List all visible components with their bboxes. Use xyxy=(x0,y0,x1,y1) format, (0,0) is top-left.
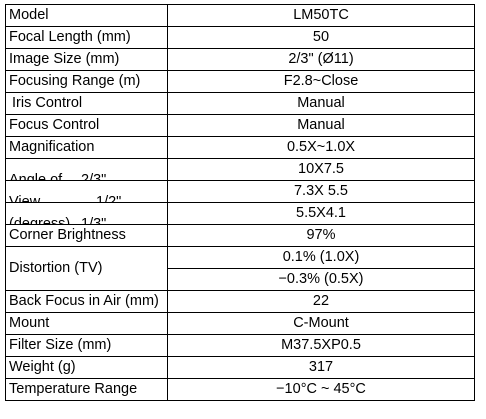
table-row-angle-of-view-2: View 1/2" 7.3X 5.5 xyxy=(5,180,475,203)
row-label: Back Focus in Air (mm) xyxy=(5,290,168,313)
angle-label-cell: View 1/2" xyxy=(5,180,168,203)
angle-label: (degress) xyxy=(9,215,71,225)
table-row-focusing-range: Focusing Range (m) F2.8~Close xyxy=(5,70,475,93)
row-value: LM50TC xyxy=(167,4,475,27)
row-value: −10°C ~ 45°C xyxy=(167,378,475,401)
angle-label: View xyxy=(9,193,41,203)
angle-value: 7.3X 5.5 xyxy=(167,180,475,203)
row-value: M37.5XP0.5 xyxy=(167,334,475,357)
table-row-back-focus: Back Focus in Air (mm) 22 xyxy=(5,290,475,313)
row-label: Mount xyxy=(5,312,168,335)
row-value: 50 xyxy=(167,26,475,49)
row-label: Focusing Range (m) xyxy=(5,70,168,93)
angle-label-cell: (degress) 1/3" xyxy=(5,202,168,225)
table-row-distortion-1: Distortion (TV) 0.1% (1.0X) xyxy=(5,246,475,291)
spec-table: Model LM50TC Focal Length (mm) 50 Image … xyxy=(5,4,475,401)
table-row-focal-length: Focal Length (mm) 50 xyxy=(5,26,475,49)
row-value: 97% xyxy=(167,224,475,247)
row-value: 0.5X~1.0X xyxy=(167,136,475,159)
table-row-mount: Mount C-Mount xyxy=(5,312,475,335)
distortion-value: −0.3% (0.5X) xyxy=(167,268,475,291)
angle-label: Angle of xyxy=(9,171,63,181)
table-row-filter-size: Filter Size (mm) M37.5XP0.5 xyxy=(5,334,475,357)
table-row-focus-control: Focus Control Manual xyxy=(5,114,475,137)
row-value: C-Mount xyxy=(167,312,475,335)
angle-sensor-size: 1/3" xyxy=(81,215,107,225)
angle-label-cell: Angle of 2/3" xyxy=(5,158,168,181)
table-row-weight: Weight (g) 317 xyxy=(5,356,475,379)
row-label: Corner Brightness xyxy=(5,224,168,247)
distortion-value: 0.1% (1.0X) xyxy=(167,246,475,269)
row-value: 317 xyxy=(167,356,475,379)
table-row-angle-of-view-1: Angle of 2/3" 10X7.5 xyxy=(5,158,475,181)
row-value: Manual xyxy=(167,92,475,115)
row-label: Model xyxy=(5,4,168,27)
table-row-corner-brightness: Corner Brightness 97% xyxy=(5,224,475,247)
angle-sensor-size: 1/2" xyxy=(96,193,122,203)
row-label: Image Size (mm) xyxy=(5,48,168,71)
row-label: Weight (g) xyxy=(5,356,168,379)
table-row-model: Model LM50TC xyxy=(5,4,475,27)
table-row-magnification: Magnification 0.5X~1.0X xyxy=(5,136,475,159)
angle-sensor-size: 2/3" xyxy=(81,171,107,181)
table-row-temperature-range: Temperature Range −10°C ~ 45°C xyxy=(5,378,475,401)
row-label: Temperature Range xyxy=(5,378,168,401)
angle-value: 10X7.5 xyxy=(167,158,475,181)
table-row-image-size: Image Size (mm) 2/3" (Ø11) xyxy=(5,48,475,71)
angle-value: 5.5X4.1 xyxy=(167,202,475,225)
row-label: Focal Length (mm) xyxy=(5,26,168,49)
table-row-iris-control: Iris Control Manual xyxy=(5,92,475,115)
row-value: Manual xyxy=(167,114,475,137)
row-value: 2/3" (Ø11) xyxy=(167,48,475,71)
table-row-angle-of-view-3: (degress) 1/3" 5.5X4.1 xyxy=(5,202,475,225)
row-label: Filter Size (mm) xyxy=(5,334,168,357)
row-label: Focus Control xyxy=(5,114,168,137)
distortion-label: Distortion (TV) xyxy=(5,246,168,291)
row-label: Magnification xyxy=(5,136,168,159)
row-value: 22 xyxy=(167,290,475,313)
row-value: F2.8~Close xyxy=(167,70,475,93)
row-label: Iris Control xyxy=(5,92,168,115)
